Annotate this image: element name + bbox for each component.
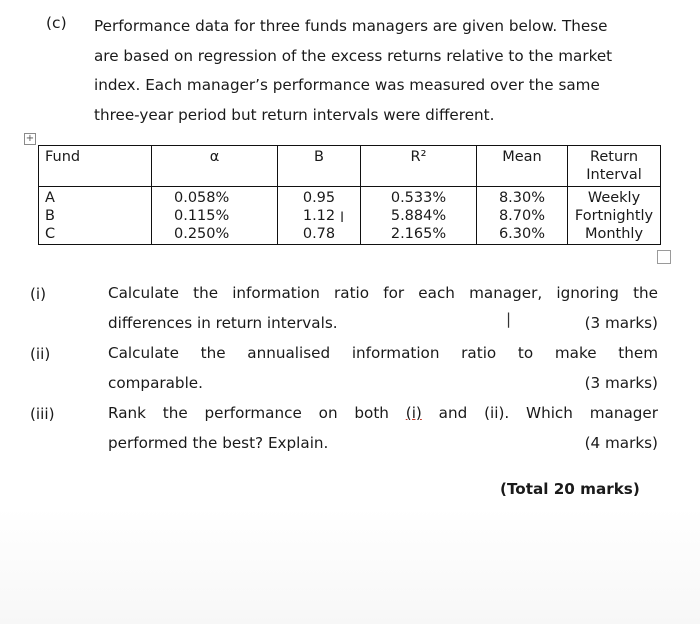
total-marks: (Total 20 marks) [500, 480, 640, 498]
intro-line: are based on regression of the excess re… [94, 46, 613, 65]
r-squared-value: 5.884% [390, 208, 447, 224]
fund-performance-table: Fund α B R² Mean Return Interval A B C [38, 145, 661, 245]
part-ii-text: Calculate the annualised information rat… [108, 338, 658, 398]
part-line: differences in return intervals. [108, 314, 338, 332]
marks-label: (3 marks) [584, 374, 658, 392]
part-line: Calculate the annualised information rat… [108, 344, 658, 362]
intro-line: index. Each manager’s performance was me… [94, 76, 600, 94]
part-line: Calculate the information ratio for each… [108, 284, 658, 302]
page-background-shade [0, 508, 700, 624]
header-beta: B [277, 145, 361, 187]
alpha-value: 0.250% [174, 226, 230, 242]
part-number: (i) [30, 285, 47, 303]
r-squared-value: 0.533% [390, 190, 447, 206]
question-intro: Performance data for three funds manager… [94, 12, 654, 130]
marks-label: (4 marks) [584, 434, 658, 452]
header-return-interval-line2: Interval [586, 167, 642, 183]
beta-value: 0.78 [302, 226, 336, 242]
alpha-cell: 0.058% 0.115% 0.250% [151, 186, 278, 245]
intro-line: three-year period but return intervals w… [94, 105, 495, 124]
part-iii-text: Rank the performance on both (i) and (ii… [108, 398, 658, 458]
text-cursor-icon: | [506, 310, 512, 328]
part-i-text: Calculate the information ratio for each… [108, 278, 658, 338]
return-interval-value: Fortnightly [574, 208, 654, 224]
part-line-segment: Rank the performance on both [108, 404, 406, 422]
question-label: (c) [46, 14, 67, 32]
part-reference-link[interactable]: (i) [405, 404, 422, 422]
return-interval-value: Monthly [584, 226, 644, 242]
alpha-value: 0.058% [174, 190, 230, 206]
intro-line: Performance data for three funds manager… [94, 17, 608, 35]
mean-value: 8.30% [498, 190, 546, 206]
fund-cell: A B C [38, 186, 152, 245]
beta-value: 1.12 [302, 208, 336, 224]
mean-cell: 8.30% 8.70% 6.30% [476, 186, 568, 245]
beta-cell: 0.95 1.12 0.78 [277, 186, 361, 245]
header-mean: Mean [476, 145, 568, 187]
mean-value: 8.70% [498, 208, 546, 224]
resize-handle-icon[interactable] [657, 250, 671, 264]
header-return-interval-line1: Return [589, 149, 639, 165]
header-return-interval: Return Interval [567, 145, 661, 187]
fund-name: A [45, 190, 55, 206]
header-fund: Fund [38, 145, 152, 187]
fund-name: B [45, 208, 55, 224]
marks-label: (3 marks) [584, 314, 658, 332]
part-line-segment: and (ii). Which manager [421, 404, 658, 422]
part-number: (ii) [30, 345, 51, 363]
fund-name: C [45, 226, 56, 242]
part-line-with-marks: performed the best? Explain. (4 marks) [108, 428, 658, 458]
return-interval-value: Weekly [587, 190, 641, 206]
part-line: Rank the performance on both (i) and (ii… [108, 398, 658, 428]
header-r-squared: R² [360, 145, 477, 187]
header-alpha: α [151, 145, 278, 187]
text-cursor-icon: I [340, 210, 345, 226]
part-number: (iii) [30, 405, 55, 423]
part-line-with-marks: differences in return intervals. (3 mark… [108, 308, 658, 338]
table-header-row: Fund α B R² Mean Return Interval [38, 145, 661, 187]
part-line-with-marks: comparable. (3 marks) [108, 368, 658, 398]
r-squared-cell: 0.533% 5.884% 2.165% [360, 186, 477, 245]
part-line: performed the best? Explain. [108, 434, 329, 452]
r-squared-value: 2.165% [390, 226, 447, 242]
beta-value: 0.95 [302, 190, 336, 206]
alpha-value: 0.115% [174, 208, 230, 224]
table-row: A B C 0.058% 0.115% 0.250% 0.95 1.12 0.7… [38, 186, 661, 245]
part-line: comparable. [108, 374, 203, 392]
move-icon[interactable]: + [24, 133, 36, 145]
mean-value: 6.30% [498, 226, 546, 242]
return-interval-cell: Weekly Fortnightly Monthly [567, 186, 661, 245]
